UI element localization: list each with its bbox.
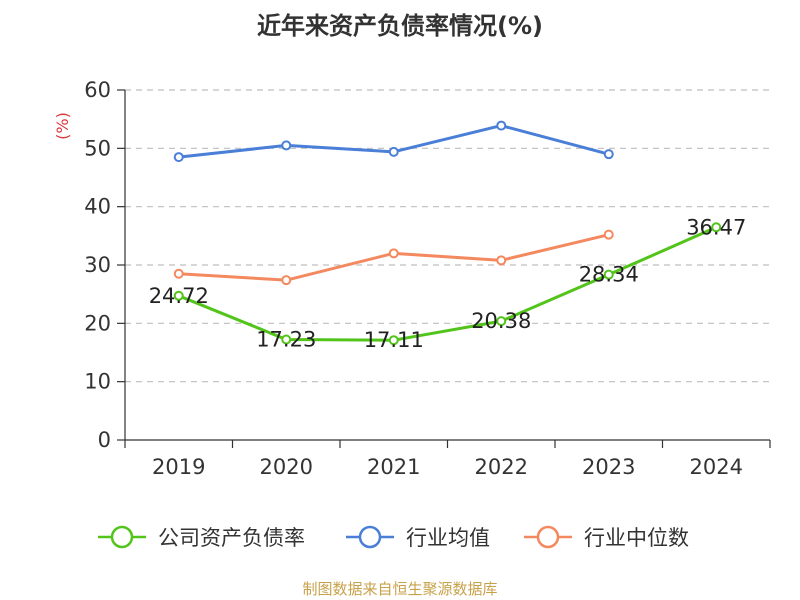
data-point [281,334,292,345]
legend: 公司资产负债率 行业均值 行业中位数 [98,525,689,550]
data-point [281,140,292,151]
legend-label: 公司资产负债率 [158,526,305,550]
data-point [388,248,399,259]
data-point [711,222,722,233]
data-label: 17.11 [364,328,424,352]
data-point [173,290,184,301]
chart-title: 近年来资产负债率情况(%) [257,12,543,40]
data-point [496,255,507,266]
source-note: 制图数据来自恒生聚源数据库 [302,580,498,598]
y-tick-label: 30 [84,253,111,277]
x-tick-label: 2020 [260,455,313,479]
data-label: 17.23 [256,327,316,351]
series-line [178,225,717,342]
legend-marker [536,525,560,549]
legend-label: 行业均值 [406,526,490,550]
data-point [281,275,292,286]
y-tick-label: 0 [98,428,111,452]
legend-marker [110,525,134,549]
data-point [496,316,507,327]
data-label: 36.47 [686,215,746,239]
data-point [388,146,399,157]
series-lines [173,120,722,346]
data-labels: 24.72 17.23 17.11 20.38 28.34 36.47 [149,215,747,352]
y-tick-label: 10 [84,370,111,394]
data-label: 24.72 [149,284,209,308]
x-tick-label: 2024 [690,455,743,479]
data-point [603,229,614,240]
data-point [603,269,614,280]
x-tick-label: 2019 [152,455,205,479]
x-tick-label: 2022 [475,455,528,479]
y-axis-unit-label: (%) [53,112,72,140]
gridlines [125,89,770,383]
data-point [388,335,399,346]
y-tick-label: 50 [84,136,111,160]
y-tick-label: 20 [84,311,111,335]
data-point [173,152,184,163]
data-point [603,149,614,160]
axes: 0 10 20 30 40 50 60 2019 2020 2021 2022 2023 2024 [84,78,771,479]
data-label: 28.34 [579,263,639,287]
x-tick-label: 2021 [367,455,420,479]
y-tick-label: 60 [84,78,111,102]
y-tick-label: 40 [84,195,111,219]
data-point [496,120,507,131]
data-label: 20.38 [471,309,531,333]
legend-marker [358,525,382,549]
data-point [173,268,184,279]
x-tick-label: 2023 [582,455,635,479]
legend-label: 行业中位数 [584,526,689,550]
